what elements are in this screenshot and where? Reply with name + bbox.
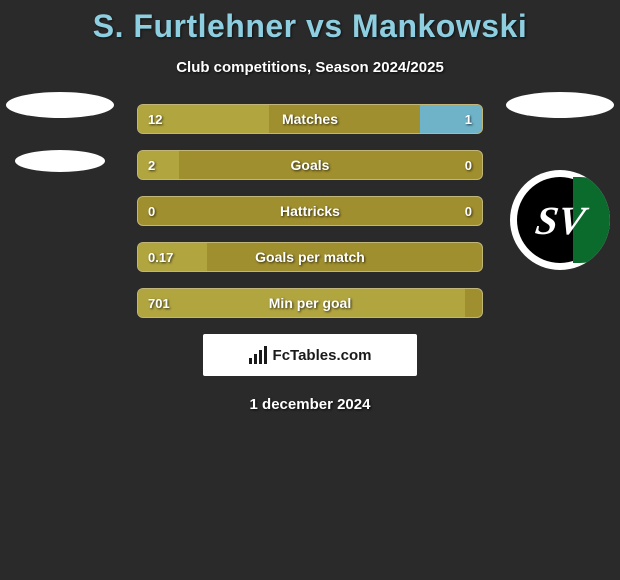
stat-row: 701 Min per goal: [137, 288, 483, 318]
brand-footer[interactable]: FcTables.com: [203, 334, 417, 376]
club-badge-inner: SV: [517, 177, 603, 263]
stat-label: Goals: [291, 157, 330, 173]
stat-label: Hattricks: [280, 203, 340, 219]
stat-left-value: 701: [148, 296, 170, 311]
stat-right-value: 0: [465, 158, 472, 173]
left-badge-2: [15, 150, 105, 172]
stat-left-value: 0.17: [148, 250, 173, 265]
stat-row: 12 Matches 1: [137, 104, 483, 134]
bar-chart-icon: [249, 346, 267, 364]
right-badge-1: [506, 92, 614, 118]
stat-label: Goals per match: [255, 249, 365, 265]
stat-row: 2 Goals 0: [137, 150, 483, 180]
page-title: S. Furtlehner vs Mankowski: [0, 8, 620, 45]
left-badge-1: [6, 92, 114, 118]
brand-text: FcTables.com: [273, 347, 372, 364]
stat-left-value: 2: [148, 158, 155, 173]
stat-right-segment: [420, 105, 482, 133]
stat-label: Min per goal: [269, 295, 351, 311]
player-left-badges: [0, 92, 120, 172]
stat-row: 0 Hattricks 0: [137, 196, 483, 226]
subtitle: Club competitions, Season 2024/2025: [0, 59, 620, 76]
comparison-card: S. Furtlehner vs Mankowski Club competit…: [0, 0, 620, 413]
player-right-badges: SV: [500, 92, 620, 270]
stat-row: 0.17 Goals per match: [137, 242, 483, 272]
stats-area: SV 12Matches12Goals00Hattricks00.17Goals…: [0, 104, 620, 318]
stat-left-value: 0: [148, 204, 155, 219]
stat-left-value: 12: [148, 112, 162, 127]
club-badge-text: SV: [532, 197, 588, 244]
stat-left-segment: [138, 151, 179, 179]
stat-bars: 12Matches12Goals00Hattricks00.17Goals pe…: [137, 104, 483, 318]
right-club-badge: SV: [510, 170, 610, 270]
stat-right-value: 0: [465, 204, 472, 219]
stat-right-value: 1: [465, 112, 472, 127]
date-label: 1 december 2024: [0, 396, 620, 413]
stat-label: Matches: [282, 111, 338, 127]
